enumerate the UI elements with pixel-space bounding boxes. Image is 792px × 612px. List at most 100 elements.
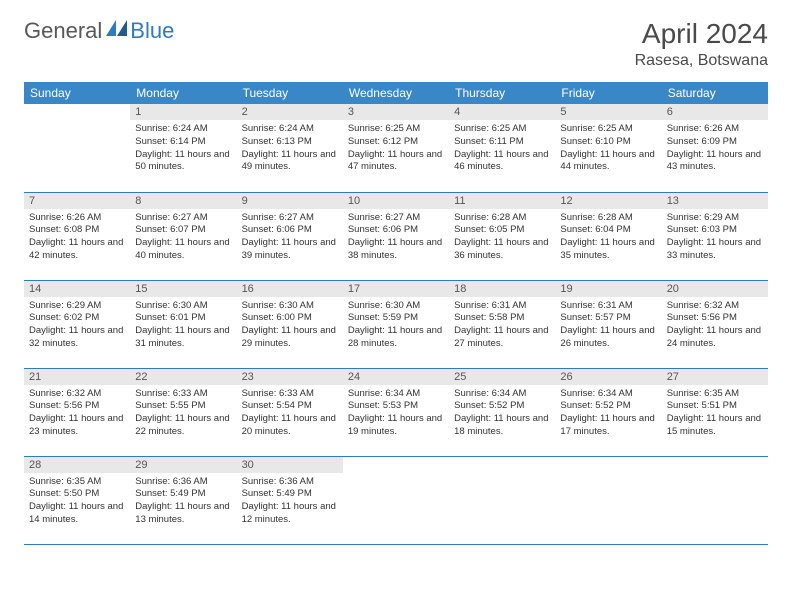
day-number (343, 457, 449, 473)
day-header: Tuesday (237, 82, 343, 104)
day-cell: 10Sunrise: 6:27 AMSunset: 6:06 PMDayligh… (343, 192, 449, 280)
day-details: Sunrise: 6:32 AMSunset: 5:56 PMDaylight:… (662, 297, 768, 355)
day-number: 23 (237, 369, 343, 385)
day-header: Saturday (662, 82, 768, 104)
day-details: Sunrise: 6:28 AMSunset: 6:05 PMDaylight:… (449, 209, 555, 267)
week-row: 28Sunrise: 6:35 AMSunset: 5:50 PMDayligh… (24, 456, 768, 544)
day-number: 22 (130, 369, 236, 385)
day-details: Sunrise: 6:26 AMSunset: 6:08 PMDaylight:… (24, 209, 130, 267)
day-number: 29 (130, 457, 236, 473)
day-cell: 19Sunrise: 6:31 AMSunset: 5:57 PMDayligh… (555, 280, 661, 368)
day-number: 15 (130, 281, 236, 297)
day-number: 6 (662, 104, 768, 120)
logo-text-general: General (24, 18, 102, 44)
day-details: Sunrise: 6:28 AMSunset: 6:04 PMDaylight:… (555, 209, 661, 267)
day-cell: 18Sunrise: 6:31 AMSunset: 5:58 PMDayligh… (449, 280, 555, 368)
day-number: 13 (662, 193, 768, 209)
day-cell (24, 104, 130, 192)
week-row: 14Sunrise: 6:29 AMSunset: 6:02 PMDayligh… (24, 280, 768, 368)
day-details: Sunrise: 6:34 AMSunset: 5:53 PMDaylight:… (343, 385, 449, 443)
day-cell: 14Sunrise: 6:29 AMSunset: 6:02 PMDayligh… (24, 280, 130, 368)
day-details: Sunrise: 6:27 AMSunset: 6:06 PMDaylight:… (237, 209, 343, 267)
day-cell: 17Sunrise: 6:30 AMSunset: 5:59 PMDayligh… (343, 280, 449, 368)
day-number: 9 (237, 193, 343, 209)
day-number: 17 (343, 281, 449, 297)
day-cell: 28Sunrise: 6:35 AMSunset: 5:50 PMDayligh… (24, 456, 130, 544)
day-header: Thursday (449, 82, 555, 104)
day-cell: 11Sunrise: 6:28 AMSunset: 6:05 PMDayligh… (449, 192, 555, 280)
day-number: 4 (449, 104, 555, 120)
day-details: Sunrise: 6:34 AMSunset: 5:52 PMDaylight:… (449, 385, 555, 443)
day-details: Sunrise: 6:25 AMSunset: 6:10 PMDaylight:… (555, 120, 661, 178)
day-number: 14 (24, 281, 130, 297)
day-cell: 24Sunrise: 6:34 AMSunset: 5:53 PMDayligh… (343, 368, 449, 456)
day-number: 8 (130, 193, 236, 209)
day-cell: 5Sunrise: 6:25 AMSunset: 6:10 PMDaylight… (555, 104, 661, 192)
day-details: Sunrise: 6:31 AMSunset: 5:57 PMDaylight:… (555, 297, 661, 355)
day-cell: 12Sunrise: 6:28 AMSunset: 6:04 PMDayligh… (555, 192, 661, 280)
day-header: Monday (130, 82, 236, 104)
day-number: 30 (237, 457, 343, 473)
day-details: Sunrise: 6:25 AMSunset: 6:12 PMDaylight:… (343, 120, 449, 178)
day-details: Sunrise: 6:35 AMSunset: 5:50 PMDaylight:… (24, 473, 130, 531)
logo: General Blue (24, 18, 174, 44)
day-cell: 8Sunrise: 6:27 AMSunset: 6:07 PMDaylight… (130, 192, 236, 280)
day-header: Sunday (24, 82, 130, 104)
day-cell: 1Sunrise: 6:24 AMSunset: 6:14 PMDaylight… (130, 104, 236, 192)
day-cell: 27Sunrise: 6:35 AMSunset: 5:51 PMDayligh… (662, 368, 768, 456)
day-cell (449, 456, 555, 544)
day-cell: 25Sunrise: 6:34 AMSunset: 5:52 PMDayligh… (449, 368, 555, 456)
day-number: 18 (449, 281, 555, 297)
day-cell: 21Sunrise: 6:32 AMSunset: 5:56 PMDayligh… (24, 368, 130, 456)
day-details: Sunrise: 6:29 AMSunset: 6:03 PMDaylight:… (662, 209, 768, 267)
day-cell (343, 456, 449, 544)
day-cell: 3Sunrise: 6:25 AMSunset: 6:12 PMDaylight… (343, 104, 449, 192)
day-cell: 16Sunrise: 6:30 AMSunset: 6:00 PMDayligh… (237, 280, 343, 368)
day-number: 20 (662, 281, 768, 297)
day-details: Sunrise: 6:30 AMSunset: 6:01 PMDaylight:… (130, 297, 236, 355)
day-details: Sunrise: 6:24 AMSunset: 6:14 PMDaylight:… (130, 120, 236, 178)
day-details: Sunrise: 6:27 AMSunset: 6:07 PMDaylight:… (130, 209, 236, 267)
title-block: April 2024 Rasesa, Botswana (635, 18, 768, 70)
day-details: Sunrise: 6:35 AMSunset: 5:51 PMDaylight:… (662, 385, 768, 443)
day-number: 25 (449, 369, 555, 385)
day-cell: 7Sunrise: 6:26 AMSunset: 6:08 PMDaylight… (24, 192, 130, 280)
day-cell: 29Sunrise: 6:36 AMSunset: 5:49 PMDayligh… (130, 456, 236, 544)
day-details: Sunrise: 6:25 AMSunset: 6:11 PMDaylight:… (449, 120, 555, 178)
day-number: 11 (449, 193, 555, 209)
day-details: Sunrise: 6:27 AMSunset: 6:06 PMDaylight:… (343, 209, 449, 267)
day-number (24, 104, 130, 120)
day-cell: 2Sunrise: 6:24 AMSunset: 6:13 PMDaylight… (237, 104, 343, 192)
day-number: 26 (555, 369, 661, 385)
day-cell: 26Sunrise: 6:34 AMSunset: 5:52 PMDayligh… (555, 368, 661, 456)
day-number: 10 (343, 193, 449, 209)
day-number: 27 (662, 369, 768, 385)
day-cell: 22Sunrise: 6:33 AMSunset: 5:55 PMDayligh… (130, 368, 236, 456)
logo-text-blue: Blue (130, 18, 174, 44)
day-details: Sunrise: 6:32 AMSunset: 5:56 PMDaylight:… (24, 385, 130, 443)
day-cell: 15Sunrise: 6:30 AMSunset: 6:01 PMDayligh… (130, 280, 236, 368)
day-cell: 20Sunrise: 6:32 AMSunset: 5:56 PMDayligh… (662, 280, 768, 368)
day-number: 7 (24, 193, 130, 209)
week-row: 7Sunrise: 6:26 AMSunset: 6:08 PMDaylight… (24, 192, 768, 280)
day-number: 16 (237, 281, 343, 297)
day-number: 2 (237, 104, 343, 120)
day-number: 1 (130, 104, 236, 120)
location-text: Rasesa, Botswana (635, 52, 768, 70)
day-cell: 9Sunrise: 6:27 AMSunset: 6:06 PMDaylight… (237, 192, 343, 280)
day-number: 28 (24, 457, 130, 473)
day-number: 5 (555, 104, 661, 120)
header: General Blue April 2024 Rasesa, Botswana (24, 18, 768, 70)
week-row: 1Sunrise: 6:24 AMSunset: 6:14 PMDaylight… (24, 104, 768, 192)
day-number: 19 (555, 281, 661, 297)
day-cell: 4Sunrise: 6:25 AMSunset: 6:11 PMDaylight… (449, 104, 555, 192)
day-cell: 23Sunrise: 6:33 AMSunset: 5:54 PMDayligh… (237, 368, 343, 456)
day-number (555, 457, 661, 473)
day-details: Sunrise: 6:34 AMSunset: 5:52 PMDaylight:… (555, 385, 661, 443)
day-details: Sunrise: 6:26 AMSunset: 6:09 PMDaylight:… (662, 120, 768, 178)
day-cell (662, 456, 768, 544)
day-number: 12 (555, 193, 661, 209)
day-number: 24 (343, 369, 449, 385)
day-details: Sunrise: 6:33 AMSunset: 5:54 PMDaylight:… (237, 385, 343, 443)
day-details: Sunrise: 6:36 AMSunset: 5:49 PMDaylight:… (130, 473, 236, 531)
